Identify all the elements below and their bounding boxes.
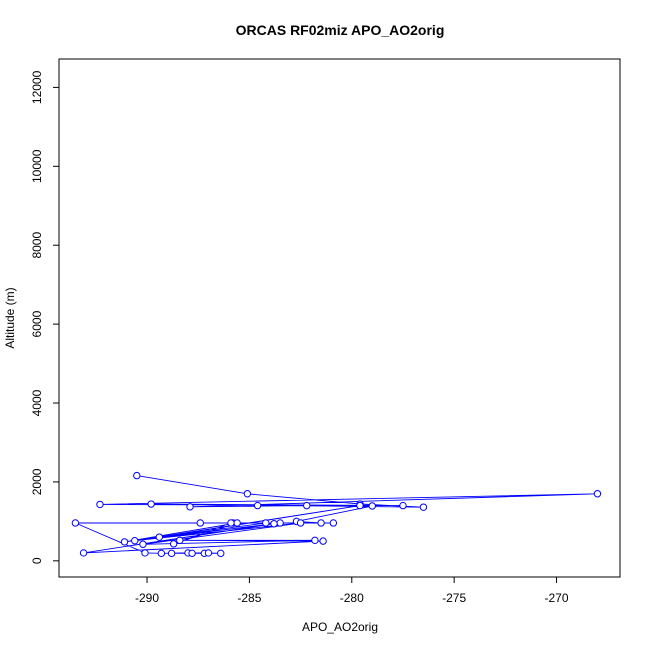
data-point [196,519,204,527]
y-axis-label: Altitude (m) [3,287,17,348]
data-point [204,549,213,557]
data-point [188,549,196,558]
data-point [176,536,184,545]
data-point [71,519,80,527]
data-point [303,501,311,510]
y-tick-label: 10000 [30,149,44,183]
x-tick-label: -270 [545,591,569,605]
x-axis: -290 -285 -280 -275 -270 [135,576,569,605]
data-point [317,519,325,527]
y-tick-label: 0 [30,557,44,564]
data-point [233,519,241,527]
data-point [356,501,364,510]
y-axis: 0 2000 4000 6000 8000 10000 12000 [30,70,60,564]
x-tick-label: -280 [340,591,364,605]
data-point [311,536,319,545]
data-point [262,519,270,527]
data-point [270,520,278,528]
data-point [131,537,139,545]
y-tick-label: 8000 [30,232,44,259]
data-point [399,501,407,510]
data-point [227,519,235,527]
data-point [593,490,602,498]
y-tick-label: 12000 [30,70,44,104]
x-axis-label: APO_AO2orig [302,620,378,634]
data-point [243,490,252,498]
data-point [217,549,225,558]
chart-title: ORCAS RF02miz APO_AO2orig [236,22,445,38]
data-point [276,519,284,527]
data-point [167,549,176,558]
data-point [419,503,428,511]
y-tick-label: 4000 [30,389,44,416]
data-point [120,538,129,546]
data-point [368,502,376,510]
data-point [96,500,104,509]
x-tick-label: -275 [442,591,466,605]
data-point [141,549,149,557]
data-point [186,503,194,511]
data-point [139,540,147,548]
data-point [157,549,166,558]
y-tick-label: 6000 [30,310,44,337]
data-point [296,519,305,527]
data-point [79,549,88,557]
series-layer [71,471,602,558]
x-tick-label: -285 [237,591,261,605]
data-point [147,500,155,508]
data-point [155,533,164,541]
data-point [169,540,178,548]
data-point [253,501,262,510]
data-point [319,537,327,545]
data-point [133,471,141,480]
y-tick-label: 2000 [30,468,44,495]
x-tick-label: -290 [135,591,159,605]
data-point [329,519,338,527]
